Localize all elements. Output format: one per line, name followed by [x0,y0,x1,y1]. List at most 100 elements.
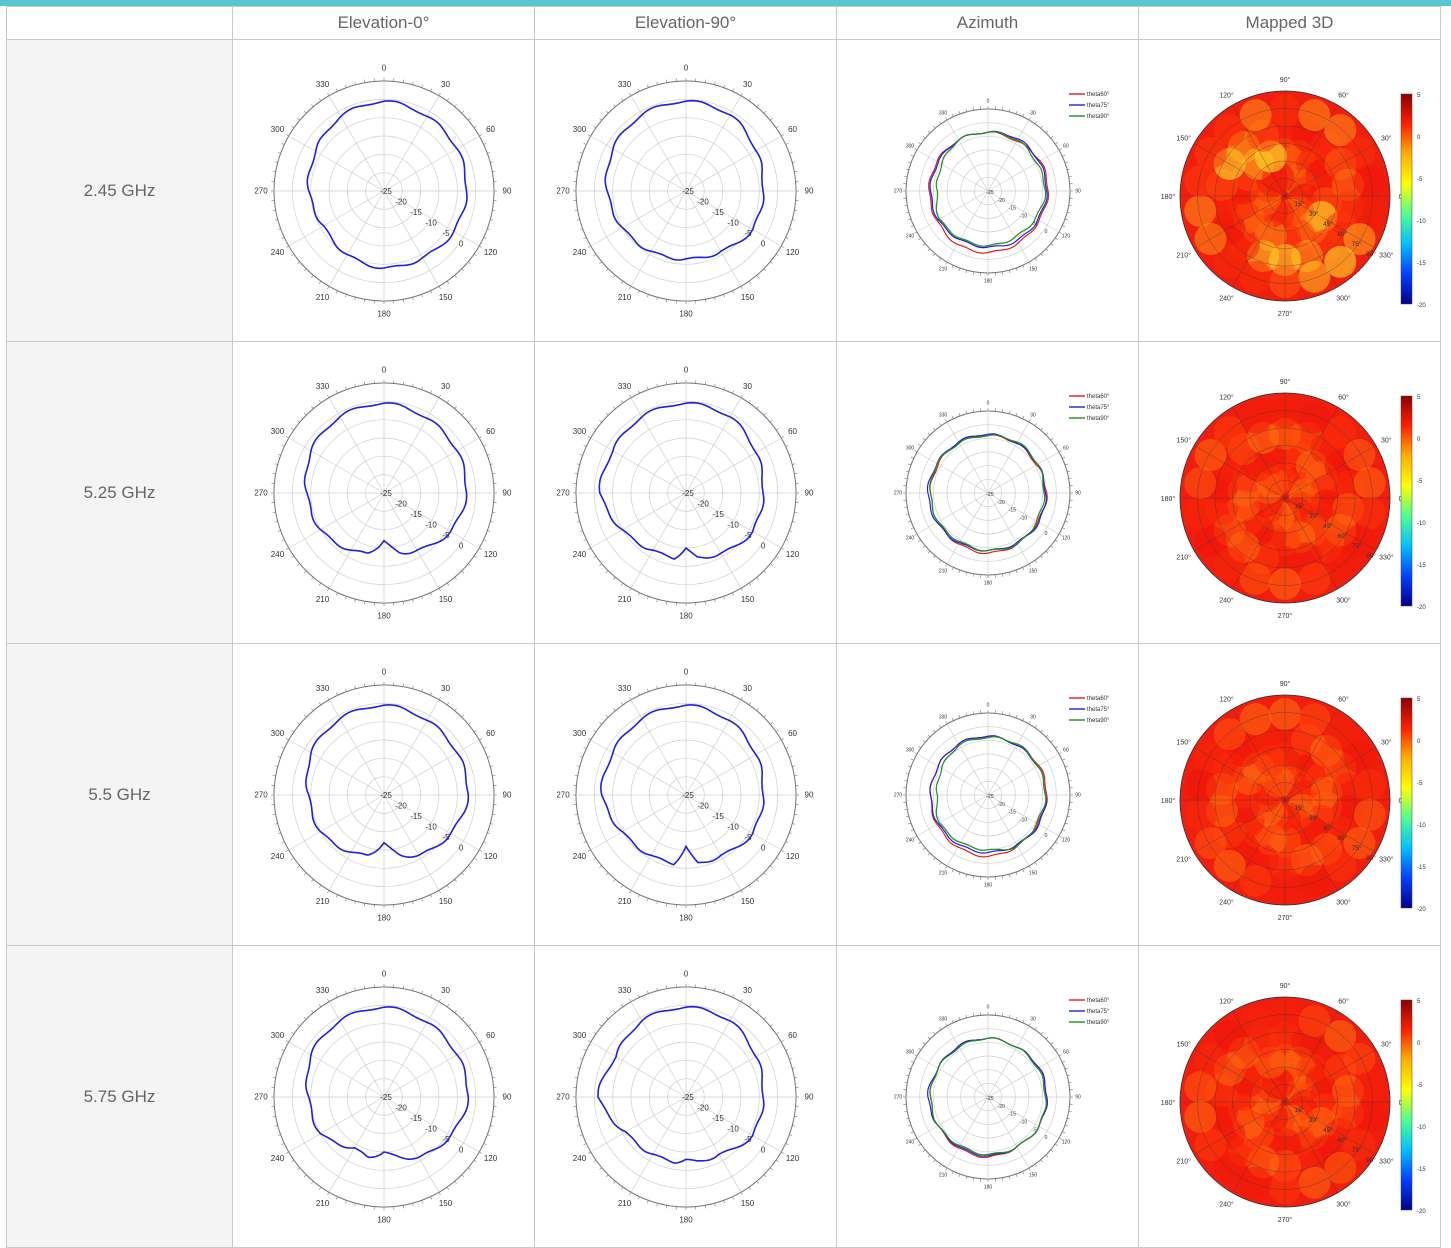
polar-tick [647,294,648,297]
polar-tick [705,381,706,384]
polar-tick [583,237,586,238]
polar-tick [364,1205,365,1208]
angle-tick-label: 90 [804,488,813,497]
polar-tick [1055,1144,1057,1146]
heatmap-patch [1353,194,1385,226]
polar-tick [776,428,778,430]
polar-tick [1059,752,1062,754]
polar-tick [1050,1042,1052,1044]
map-theta-label: 45° [1323,522,1333,530]
angle-tick-label: 210 [938,870,947,876]
heatmap-patch [1184,496,1216,528]
polar-tick [483,1143,486,1144]
polar-tick [966,1176,967,1179]
polar-tick [1022,415,1023,418]
polar-spoke [590,493,685,548]
angle-tick-label: 210 [938,266,947,272]
angle-tick-label: 0 [683,969,688,978]
polar-tick [468,1024,470,1026]
polar-tick [621,885,623,887]
polar-tick [1029,1023,1031,1026]
polar-tick [479,850,482,852]
angle-tick-label: 150 [740,897,754,906]
polar-tick [910,225,913,226]
angle-tick-label: 150 [438,1199,452,1208]
polar-tick [794,775,797,776]
polar-tick [1002,107,1003,110]
colorbar-tick-label: -20 [1417,1209,1426,1215]
polar-tick [1040,857,1042,859]
polar-tick [966,108,967,111]
polar-tick [714,81,715,84]
angle-tick-label: 210 [315,293,329,302]
polar-tick [345,596,346,599]
polar-tick [763,1174,765,1176]
polar-tick [638,390,639,393]
colorbar-tick-label: -5 [1417,1083,1423,1089]
polar-tick [430,692,431,695]
polar-tick [1065,463,1068,464]
polar-tick [461,268,463,270]
polar-tick [705,683,706,686]
heatmap-patch [1239,703,1271,735]
polar-tick [311,708,313,710]
polar-spoke [916,795,987,836]
polar-tick [933,253,935,255]
map-angle-label: 30° [1381,134,1392,142]
mapped-3d-plot-cell: 0°30°60°90°120°150°180°210°240°270°300°3… [1139,644,1441,946]
polar-tick [490,219,493,220]
polar-tick [910,1061,913,1062]
heatmap-patch [1353,1100,1385,1132]
angle-tick-label: 150 [438,595,452,604]
polar-tick [776,858,778,860]
polar-tick [638,290,639,293]
angle-tick-label: 90 [804,186,813,195]
polar-tick [430,390,431,393]
polar-tick [277,152,280,153]
mapped-3d-plot-cell: 0°30°60°90°120°150°180°210°240°270°300°3… [1139,40,1441,342]
polar-tick [483,143,486,144]
polar-tick [973,711,974,714]
radial-tick-label: -15 [410,208,422,217]
polar-tick [904,478,907,479]
polar-tick [576,463,579,464]
polar-tick [281,841,284,842]
polar-tick [905,471,908,472]
angle-tick-label: 240 [905,535,914,541]
polar-tick [749,885,751,887]
polar-tick [1022,717,1023,720]
colorbar-tick-label: 0 [1417,437,1421,443]
polar-tick [430,1196,431,1199]
angle-tick-label: 150 [740,293,754,302]
radial-tick-label: -25 [380,489,392,498]
polar-tick [789,1134,792,1135]
heatmap-patch [1353,165,1385,197]
angle-tick-label: 180 [377,913,391,922]
polar-tick [763,1017,765,1019]
polar-tick [593,556,595,558]
polar-tick [430,894,431,897]
angle-tick-label: 210 [315,595,329,604]
radial-tick-label: -20 [997,499,1004,505]
polar-tick [468,118,470,120]
polar-spoke [988,1056,1059,1097]
angle-tick-label: 150 [438,897,452,906]
polar-tick [621,1004,623,1006]
map-angle-label: 270° [1277,914,1292,922]
angle-tick-label: 90 [1075,792,1081,798]
polar-tick [272,1077,275,1078]
polar-tick [304,570,306,572]
series-line-pattern [600,704,763,864]
polar-tick [789,152,792,153]
map-angle-label: 300° [1336,898,1351,906]
polar-tick [1016,111,1017,114]
angle-tick-label: 60 [788,729,797,738]
colorbar-tick-label: -15 [1417,261,1426,267]
polar-tick [770,1024,772,1026]
polar-tick [629,999,631,1002]
polar-tick [908,1125,911,1126]
polar-tick [613,1010,615,1012]
polar-tick [403,1205,404,1208]
